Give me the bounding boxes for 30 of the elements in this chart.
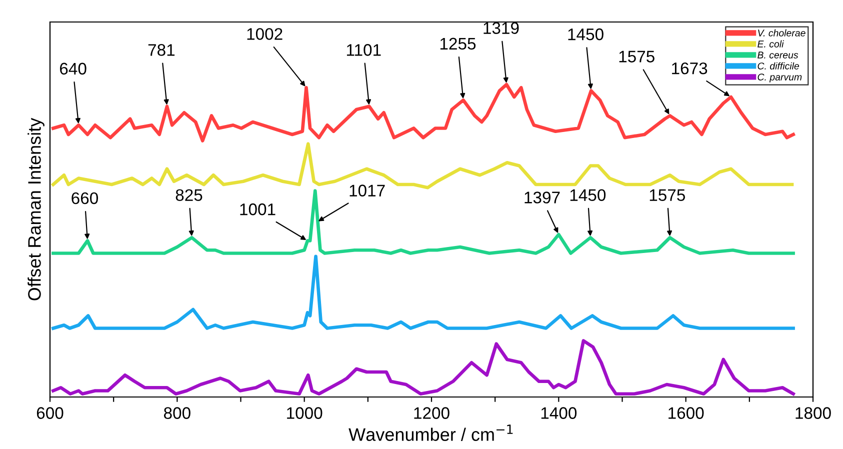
x-tick-label: 1400 [541, 407, 577, 419]
x-tick-label: 600 [36, 407, 64, 419]
annotation: 1575 [650, 189, 685, 201]
annotation: 640 [60, 62, 86, 75]
legend-label: V. cholerae [758, 29, 806, 36]
x-tick-label: 1200 [414, 407, 450, 419]
annotation: 1319 [484, 22, 519, 34]
x-axis-title: Wavenumber / cm$^{−1}$ [348, 424, 513, 441]
legend-label: C. difficile [758, 62, 800, 70]
annotation: 1002 [247, 28, 282, 40]
annotation: 1255 [440, 38, 476, 50]
annotation: 781 [148, 44, 175, 56]
legend-label: B. cereus [758, 52, 798, 58]
annotation: 1101 [346, 44, 381, 56]
annotation: 1673 [672, 62, 708, 74]
x-tick-label: 1600 [668, 407, 704, 419]
annotation: 825 [176, 189, 202, 201]
x-tick-label: 1800 [796, 407, 831, 419]
annotation: 1450 [570, 189, 606, 201]
annotation: 660 [72, 192, 98, 204]
annotation: 1397 [524, 192, 560, 204]
annotation: 1001 [240, 203, 276, 216]
annotation: 1450 [568, 28, 604, 40]
legend-label: E. coli [758, 40, 784, 48]
annotation: 1017 [350, 184, 385, 196]
x-tick-label: 800 [164, 407, 190, 419]
x-tick-label: 1000 [287, 407, 322, 419]
annotation: 1575 [619, 50, 654, 62]
y-axis-title: Offset Raman Intensity [28, 118, 44, 300]
legend-label: C. parvum [758, 74, 802, 82]
